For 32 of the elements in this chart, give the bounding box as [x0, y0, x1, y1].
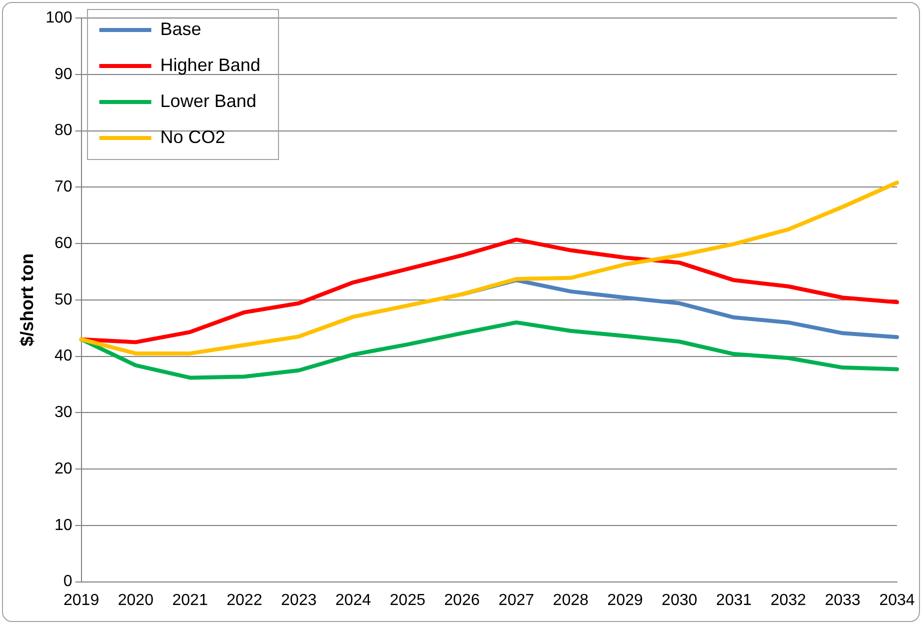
x-tick-label: 2024 [335, 592, 372, 609]
y-tick-label: 60 [54, 234, 72, 252]
legend-label: No CO2 [160, 126, 226, 147]
y-tick-label: 20 [54, 460, 72, 478]
x-tick-label: 2031 [716, 592, 752, 609]
x-tick-label: 2029 [607, 592, 643, 609]
x-tick-label: 2023 [281, 592, 317, 609]
y-tick-label: 10 [54, 516, 72, 534]
legend-label: Higher Band [160, 54, 260, 75]
x-tick-label: 2019 [64, 592, 100, 609]
x-tick-label: 2026 [444, 592, 480, 609]
x-tick-label: 2030 [662, 592, 698, 609]
y-axis-title: $/short ton [16, 253, 37, 346]
y-tick-label: 70 [54, 178, 72, 196]
y-tick-label: 0 [63, 573, 72, 590]
x-tick-label: 2028 [552, 592, 589, 609]
x-tick-label: 2033 [824, 592, 861, 609]
x-tick-label: 2034 [879, 592, 915, 609]
x-tick-label: 2032 [770, 592, 806, 609]
y-tick-label: 100 [46, 9, 72, 26]
x-tick-label: 2020 [118, 592, 154, 609]
y-tick-label: 80 [54, 122, 72, 140]
y-tick-label: 40 [54, 348, 72, 365]
y-tick-label: 90 [54, 66, 72, 83]
x-tick-label: 2027 [498, 592, 534, 609]
x-tick-label: 2025 [390, 592, 426, 609]
x-tick-label: 2022 [226, 592, 262, 609]
y-tick-label: 50 [54, 291, 72, 308]
x-tick-label: 2021 [172, 592, 208, 609]
legend-label: Lower Band [160, 90, 256, 111]
y-tick-label: 30 [54, 404, 72, 422]
legend-label: Base [160, 18, 202, 39]
